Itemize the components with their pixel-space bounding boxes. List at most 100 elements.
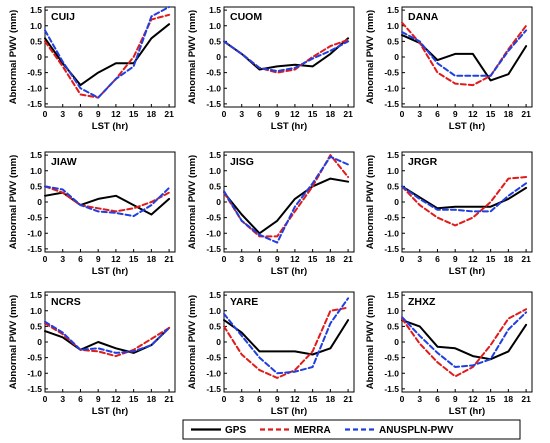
legend-label-anuspln: ANUSPLN-PWV xyxy=(379,425,454,436)
series-line-gps xyxy=(401,185,528,210)
y-tick-label: 0 xyxy=(394,337,399,347)
x-axis-label: LST (hr) xyxy=(449,266,485,277)
y-tick-label: 1.5 xyxy=(387,5,399,15)
x-tick-label: 9 xyxy=(453,254,458,264)
x-tick-label: 18 xyxy=(147,394,157,404)
x-tick-label: 3 xyxy=(60,109,65,119)
y-tick-label: -0.5 xyxy=(27,213,42,223)
y-tick-label: 0.5 xyxy=(30,321,42,331)
series-line-anuspln-pwv xyxy=(223,297,350,375)
panels: -1.5 -1.0 -0.5 0 0.5 1.0 1.5 0 3 6 9 12 15 18 21 LST (h… xyxy=(8,5,533,417)
y-tick-label: -1.5 xyxy=(206,244,221,254)
y-tick-label: 0.5 xyxy=(209,181,221,191)
x-axis-label: LST (hr) xyxy=(449,121,485,132)
y-tick-label: 0.5 xyxy=(209,36,221,46)
panel-title: JISG xyxy=(230,156,254,168)
x-tick-label: 6 xyxy=(435,394,440,404)
y-tick-label: 1.0 xyxy=(209,306,221,316)
x-tick-label: 3 xyxy=(239,109,244,119)
y-axis-label: Abnormal PWV (mm) xyxy=(8,295,19,389)
legend: GPS MERRA ANUSPLN-PWV xyxy=(182,419,521,440)
x-axis-label: LST (hr) xyxy=(92,121,128,132)
x-tick-label: 6 xyxy=(78,394,83,404)
y-tick-label: -0.5 xyxy=(27,68,42,78)
y-tick-label: -1.0 xyxy=(384,228,399,238)
series-line-anuspln-pwv xyxy=(44,320,171,354)
x-axis-label: LST (hr) xyxy=(92,406,128,417)
x-tick-label: 12 xyxy=(290,109,300,119)
x-tick-label: 12 xyxy=(290,254,300,264)
y-tick-label: 1.5 xyxy=(387,150,399,160)
y-tick-label: -1.5 xyxy=(384,244,399,254)
x-tick-label: 6 xyxy=(257,394,262,404)
y-tick-label: 1.0 xyxy=(387,21,399,31)
y-axis-label: Abnormal PWV (mm) xyxy=(8,155,19,249)
x-tick-label: 21 xyxy=(521,109,531,119)
x-tick-label: 0 xyxy=(400,394,405,404)
series-line-merra xyxy=(401,176,528,227)
y-axis-label: Abnormal PWV (mm) xyxy=(8,10,19,104)
x-tick-label: 0 xyxy=(400,109,405,119)
x-tick-label: 9 xyxy=(453,109,458,119)
x-tick-label: 21 xyxy=(343,254,353,264)
x-tick-label: 15 xyxy=(129,254,139,264)
x-tick-label: 0 xyxy=(222,394,227,404)
x-tick-label: 18 xyxy=(504,254,514,264)
x-tick-label: 3 xyxy=(60,254,65,264)
x-tick-label: 15 xyxy=(486,394,496,404)
x-tick-label: 12 xyxy=(468,254,478,264)
panel-title: YARE xyxy=(230,296,258,308)
x-tick-label: 9 xyxy=(275,254,280,264)
x-tick-label: 18 xyxy=(326,109,336,119)
panel-title: CUIJ xyxy=(51,11,75,23)
y-tick-label: -1.0 xyxy=(384,368,399,378)
y-axis-label: Abnormal PWV (mm) xyxy=(365,10,376,104)
x-tick-label: 6 xyxy=(435,109,440,119)
y-tick-label: -0.5 xyxy=(27,353,42,363)
y-axis-label: Abnormal PWV (mm) xyxy=(187,155,198,249)
x-tick-label: 3 xyxy=(239,394,244,404)
series-line-anuspln-pwv xyxy=(223,155,350,244)
panel-title: CUOM xyxy=(230,11,262,23)
series-line-merra xyxy=(44,185,171,213)
x-tick-label: 9 xyxy=(96,394,101,404)
x-tick-label: 0 xyxy=(222,109,227,119)
y-tick-label: 0.5 xyxy=(30,181,42,191)
y-tick-label: 0.5 xyxy=(387,321,399,331)
series-line-gps xyxy=(223,319,350,356)
series-line-anuspln-pwv xyxy=(401,311,528,368)
series-line-anuspln-pwv xyxy=(401,29,528,77)
x-tick-label: 15 xyxy=(486,109,496,119)
y-tick-label: 0.5 xyxy=(387,36,399,46)
x-tick-label: 12 xyxy=(111,254,121,264)
y-tick-label: 1.5 xyxy=(30,150,42,160)
y-tick-label: 0 xyxy=(394,52,399,62)
x-tick-label: 9 xyxy=(275,109,280,119)
panel-yare: -1.5 -1.0 -0.5 0 0.5 1.0 1.5 0 3 6 9 12 15 18 21 LST (h… xyxy=(187,290,355,417)
y-tick-label: 1.0 xyxy=(209,166,221,176)
y-tick-label: 0.5 xyxy=(387,181,399,191)
y-tick-label: 1.5 xyxy=(387,290,399,300)
x-tick-label: 21 xyxy=(343,394,353,404)
y-tick-label: 0 xyxy=(216,337,221,347)
x-tick-label: 21 xyxy=(164,394,174,404)
panel-title: JRGR xyxy=(408,156,438,168)
x-tick-label: 21 xyxy=(164,109,174,119)
y-tick-label: 1.0 xyxy=(387,166,399,176)
panel-zhxz: -1.5 -1.0 -0.5 0 0.5 1.0 1.5 0 3 6 9 12 15 18 21 LST (h… xyxy=(365,290,533,417)
y-tick-label: 1.0 xyxy=(387,306,399,316)
y-tick-label: 1.0 xyxy=(30,166,42,176)
legend-label-merra: MERRA xyxy=(294,425,331,436)
y-tick-label: 1.5 xyxy=(209,5,221,15)
y-axis-label: Abnormal PWV (mm) xyxy=(187,10,198,104)
y-tick-label: -1.5 xyxy=(27,244,42,254)
y-tick-label: -1.0 xyxy=(27,83,42,93)
series-line-anuspln-pwv xyxy=(44,6,171,99)
x-axis-label: LST (hr) xyxy=(271,266,307,277)
y-tick-label: -0.5 xyxy=(384,68,399,78)
panel-jiaw: -1.5 -1.0 -0.5 0 0.5 1.0 1.5 0 3 6 9 12 15 18 21 LST (h… xyxy=(8,150,176,277)
y-tick-label: -1.0 xyxy=(206,368,221,378)
x-axis-label: LST (hr) xyxy=(92,266,128,277)
y-tick-label: -1.5 xyxy=(206,99,221,109)
y-tick-label: 1.0 xyxy=(30,306,42,316)
